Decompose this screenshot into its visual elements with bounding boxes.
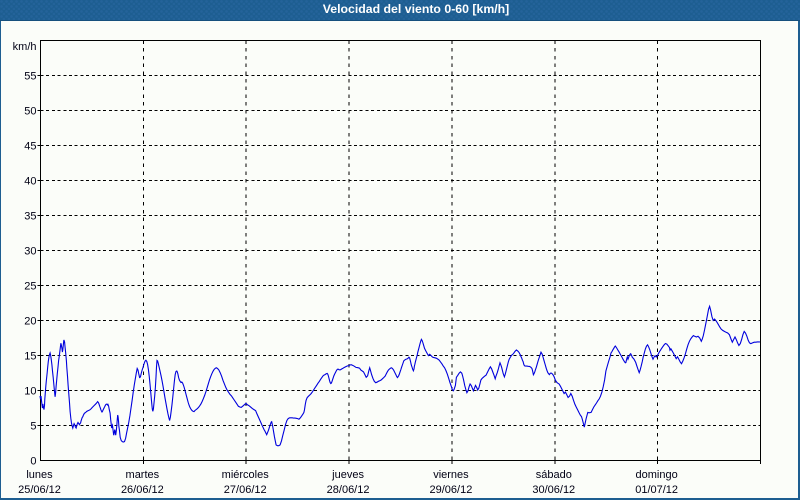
svg-text:28/06/12: 28/06/12: [327, 484, 370, 496]
svg-text:55: 55: [24, 71, 36, 83]
svg-text:30/06/12: 30/06/12: [532, 484, 575, 496]
svg-text:0: 0: [30, 456, 36, 468]
svg-text:25/06/12: 25/06/12: [18, 484, 61, 496]
svg-text:sábado: sábado: [536, 469, 572, 481]
svg-text:30: 30: [24, 246, 36, 258]
svg-text:40: 40: [24, 176, 36, 188]
svg-text:20: 20: [24, 316, 36, 328]
svg-text:25: 25: [24, 281, 36, 293]
svg-text:viernes: viernes: [433, 469, 469, 481]
svg-text:29/06/12: 29/06/12: [430, 484, 473, 496]
svg-text:martes: martes: [126, 469, 160, 481]
svg-text:5: 5: [30, 421, 36, 433]
svg-text:35: 35: [24, 211, 36, 223]
svg-text:45: 45: [24, 141, 36, 153]
svg-text:27/06/12: 27/06/12: [224, 484, 267, 496]
svg-text:50: 50: [24, 106, 36, 118]
svg-text:01/07/12: 01/07/12: [635, 484, 678, 496]
svg-text:km/h: km/h: [13, 41, 37, 53]
svg-text:jueves: jueves: [331, 469, 364, 481]
svg-text:26/06/12: 26/06/12: [121, 484, 164, 496]
svg-text:miércoles: miércoles: [222, 469, 270, 481]
svg-text:10: 10: [24, 386, 36, 398]
svg-text:lunes: lunes: [26, 469, 53, 481]
svg-text:domingo: domingo: [636, 469, 678, 481]
svg-text:15: 15: [24, 351, 36, 363]
